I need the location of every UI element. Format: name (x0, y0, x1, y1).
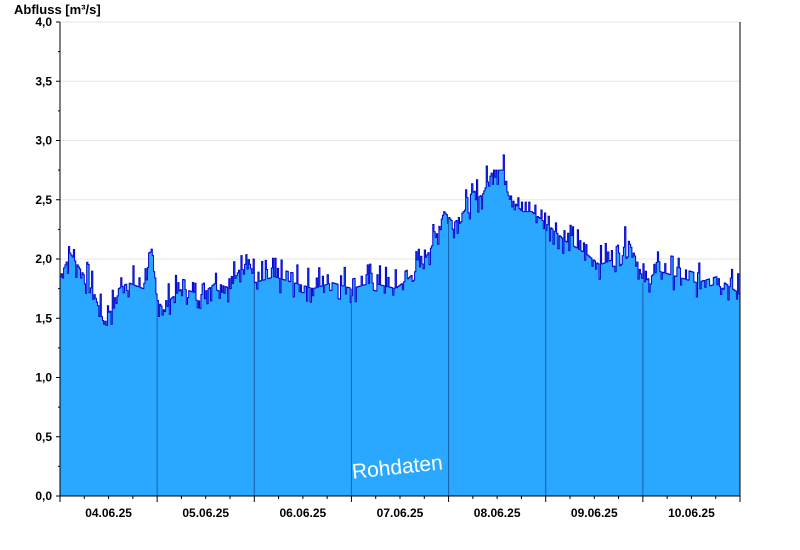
x-tick-label: 07.06.25 (377, 506, 424, 520)
y-tick-label: 2,0 (35, 252, 52, 266)
x-tick-label: 08.06.25 (474, 506, 521, 520)
day-separators (156, 217, 644, 496)
y-tick-label: 3,0 (35, 134, 52, 148)
y-tick-label: 0,5 (35, 430, 52, 444)
series-area-path (59, 154, 741, 497)
x-tick-label: 06.06.25 (279, 506, 326, 520)
y-tick-label: 3,5 (35, 74, 52, 88)
y-axis-label: Abfluss [m³/s] (14, 2, 101, 17)
y-axis-ticks: 0,0 0,5 1,0 1,5 2,0 2,5 3,0 3,5 4,0 (35, 15, 60, 503)
x-axis-ticks: 04.06.25 05.06.25 06.06.25 07.06.25 08.06.25… (59, 496, 741, 520)
y-tick-label: 1,5 (35, 311, 52, 325)
y-tick-label: 4,0 (35, 15, 52, 29)
y-tick-label: 0,0 (35, 489, 52, 503)
series-area (59, 154, 741, 497)
x-tick-label: 05.06.25 (182, 506, 229, 520)
y-tick-label: 2,5 (35, 193, 52, 207)
y-tick-label: 1,0 (35, 371, 52, 385)
x-tick-label: 10.06.25 (668, 506, 715, 520)
x-tick-label: 04.06.25 (85, 506, 132, 520)
x-tick-label: 09.06.25 (571, 506, 618, 520)
